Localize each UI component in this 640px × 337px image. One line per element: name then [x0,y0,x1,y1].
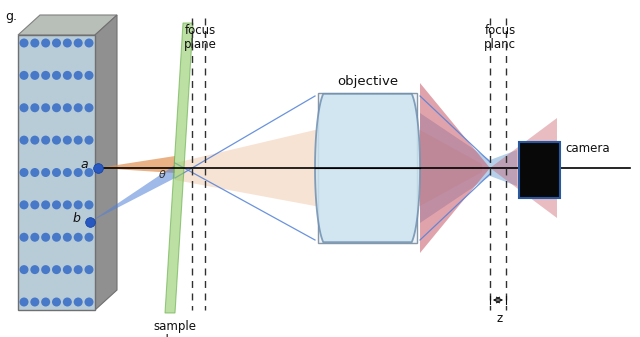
Text: focus: focus [184,24,216,37]
Text: z: z [497,312,503,325]
Circle shape [63,135,72,145]
Circle shape [30,233,39,242]
Circle shape [52,71,61,80]
Polygon shape [18,35,95,310]
Text: g.: g. [5,10,17,23]
Circle shape [52,103,61,112]
Circle shape [52,135,61,145]
Circle shape [52,233,61,242]
Circle shape [19,168,29,177]
Circle shape [30,135,39,145]
Text: $\theta$: $\theta$ [157,168,166,180]
Circle shape [84,168,93,177]
Circle shape [41,38,50,48]
Text: plane: plane [184,38,216,51]
Circle shape [41,233,50,242]
Circle shape [19,135,29,145]
Circle shape [30,298,39,306]
Polygon shape [90,165,175,222]
Circle shape [63,71,72,80]
Polygon shape [165,23,193,313]
Circle shape [19,298,29,306]
Circle shape [19,103,29,112]
Circle shape [63,168,72,177]
Circle shape [41,298,50,306]
Circle shape [41,168,50,177]
Circle shape [84,135,93,145]
Circle shape [41,201,50,209]
Text: planc: planc [484,38,516,51]
Polygon shape [175,130,482,206]
Circle shape [19,201,29,209]
Circle shape [63,265,72,274]
Circle shape [84,233,93,242]
Text: b: b [72,213,80,225]
Polygon shape [315,94,420,242]
Circle shape [19,38,29,48]
Circle shape [30,38,39,48]
Circle shape [63,103,72,112]
Circle shape [63,233,72,242]
Circle shape [84,38,93,48]
Circle shape [84,103,93,112]
Text: sample: sample [154,320,196,333]
Bar [318,93,417,243]
Polygon shape [18,15,117,35]
Text: camera: camera [565,142,610,154]
Text: objective: objective [337,75,399,89]
Circle shape [84,265,93,274]
Circle shape [41,71,50,80]
Circle shape [19,71,29,80]
Circle shape [84,201,93,209]
Circle shape [74,135,83,145]
Circle shape [52,38,61,48]
Circle shape [52,201,61,209]
Circle shape [30,265,39,274]
Text: focus: focus [484,24,516,37]
Circle shape [19,265,29,274]
Circle shape [41,265,50,274]
Circle shape [30,71,39,80]
Bar [519,142,560,198]
Circle shape [30,103,39,112]
Circle shape [74,38,83,48]
Circle shape [19,233,29,242]
Circle shape [63,38,72,48]
Circle shape [84,71,93,80]
Circle shape [74,298,83,306]
Circle shape [74,233,83,242]
Polygon shape [420,113,517,223]
Circle shape [74,103,83,112]
Circle shape [74,201,83,209]
Text: plane: plane [159,334,191,337]
Circle shape [30,168,39,177]
Circle shape [52,168,61,177]
Polygon shape [98,156,175,173]
Circle shape [30,201,39,209]
Polygon shape [95,15,117,310]
Text: a: a [80,157,88,171]
Circle shape [63,201,72,209]
Circle shape [41,103,50,112]
Circle shape [74,71,83,80]
Polygon shape [420,83,490,253]
Circle shape [52,298,61,306]
Circle shape [74,265,83,274]
Circle shape [74,168,83,177]
Circle shape [63,298,72,306]
Circle shape [52,265,61,274]
Circle shape [84,298,93,306]
Circle shape [41,135,50,145]
Polygon shape [490,118,557,218]
